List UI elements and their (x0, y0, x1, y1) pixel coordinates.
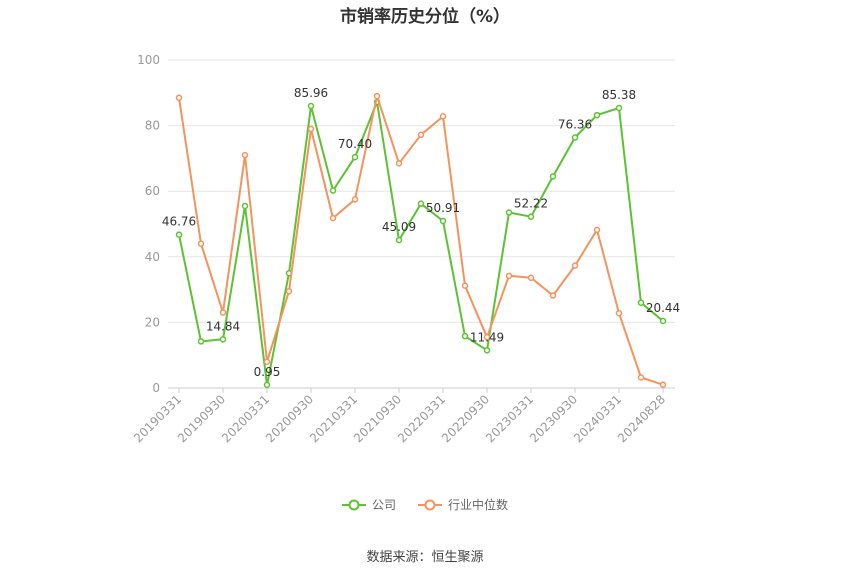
legend-item-company[interactable]: 公司 (341, 496, 396, 513)
series-0-point-22 (659, 317, 667, 325)
series-0-point-6 (307, 102, 315, 110)
series-0-point-20 (615, 104, 623, 112)
series-1-point-20 (615, 309, 623, 317)
series-1-point-2 (219, 309, 227, 316)
data-label-14: 11.49 (470, 330, 504, 344)
series-layer (175, 92, 667, 389)
series-0-point-8 (351, 153, 359, 161)
series-0-point-16 (527, 213, 535, 220)
data-label-22: 20.44 (646, 301, 680, 315)
series-1-point-21 (637, 374, 645, 381)
series-1-point-5 (285, 287, 293, 295)
data-label-12: 50.91 (426, 201, 460, 215)
series-1-point-14 (483, 333, 491, 341)
series-1-point-15 (505, 272, 513, 280)
data-label-10: 45.09 (382, 220, 416, 234)
series-1-point-8 (351, 196, 359, 203)
chart-title: 市销率历史分位（%） (339, 7, 511, 27)
series-0-point-11 (417, 200, 425, 207)
series-1-point-18 (571, 262, 579, 269)
series-0-point-0 (175, 231, 183, 238)
series-1-point-0 (175, 94, 183, 101)
series-1-point-11 (417, 131, 425, 139)
label-layer: 46.76 14.84 0.95 85.96 70.40 45.09 50.91 11.49 5… (162, 86, 680, 379)
series-0-point-14 (483, 347, 491, 354)
series-line-1 (178, 95, 664, 386)
data-label-16: 52.22 (514, 197, 548, 211)
legend-label-company: 公司 (371, 498, 396, 512)
series-0-point-19 (593, 111, 601, 119)
series-1-point-4 (263, 358, 271, 366)
series-0-point-2 (219, 336, 227, 343)
series-1-point-13 (461, 282, 469, 289)
legend-swatch-industry-median (418, 499, 442, 510)
series-0-point-15 (505, 209, 513, 216)
series-1-point-17 (549, 292, 557, 299)
y-tick-label-80: 80 (145, 119, 160, 133)
y-tick-label-20: 20 (145, 315, 160, 329)
series-0-point-7 (329, 187, 337, 194)
series-1-point-7 (329, 214, 337, 222)
series-0-point-3 (241, 202, 249, 210)
series-1-point-12 (439, 113, 447, 120)
y-tick-label-40: 40 (145, 250, 160, 264)
y-tick-label-0: 0 (152, 381, 160, 395)
legend-label-industry-median: 行业中位数 (448, 498, 509, 512)
series-1-point-9 (373, 92, 381, 100)
series-1-point-16 (527, 274, 535, 282)
series-0-point-12 (439, 217, 447, 225)
series-1-point-6 (307, 125, 315, 133)
series-line-0 (178, 101, 664, 386)
data-label-6: 85.96 (294, 86, 328, 100)
data-label-18: 76.36 (558, 118, 592, 132)
data-label-4: 0.95 (254, 365, 281, 379)
grid-layer (168, 59, 675, 389)
x-tick-label-20240828: 20240828 (615, 392, 668, 445)
series-0-point-21 (637, 299, 645, 306)
series-0-point-18 (571, 134, 579, 141)
series-0-point-4 (263, 381, 271, 389)
series-1-point-10 (395, 160, 403, 167)
series-0-point-17 (549, 173, 557, 180)
legend-swatch-company (341, 499, 366, 510)
series-1-point-19 (593, 226, 601, 234)
data-label-2: 14.84 (206, 319, 240, 333)
source-note: 数据来源：恒生聚源 (366, 550, 484, 565)
series-0-point-1 (197, 338, 205, 345)
series-0-point-13 (461, 332, 469, 340)
series-1-point-1 (197, 240, 205, 247)
legend: 公司 行业中位数 (0, 496, 850, 513)
axis-layer: 0204060801002019033120190930202003312020… (131, 53, 668, 445)
data-label-0: 46.76 (162, 215, 196, 229)
data-label-20: 85.38 (602, 88, 636, 102)
y-tick-label-60: 60 (145, 184, 160, 198)
y-tick-label-100: 100 (137, 53, 160, 67)
legend-item-industry-median[interactable]: 行业中位数 (418, 496, 508, 513)
series-1-point-3 (241, 151, 249, 159)
series-0-point-10 (395, 236, 403, 244)
series-1-point-22 (659, 381, 667, 388)
data-label-8: 70.40 (338, 137, 372, 151)
